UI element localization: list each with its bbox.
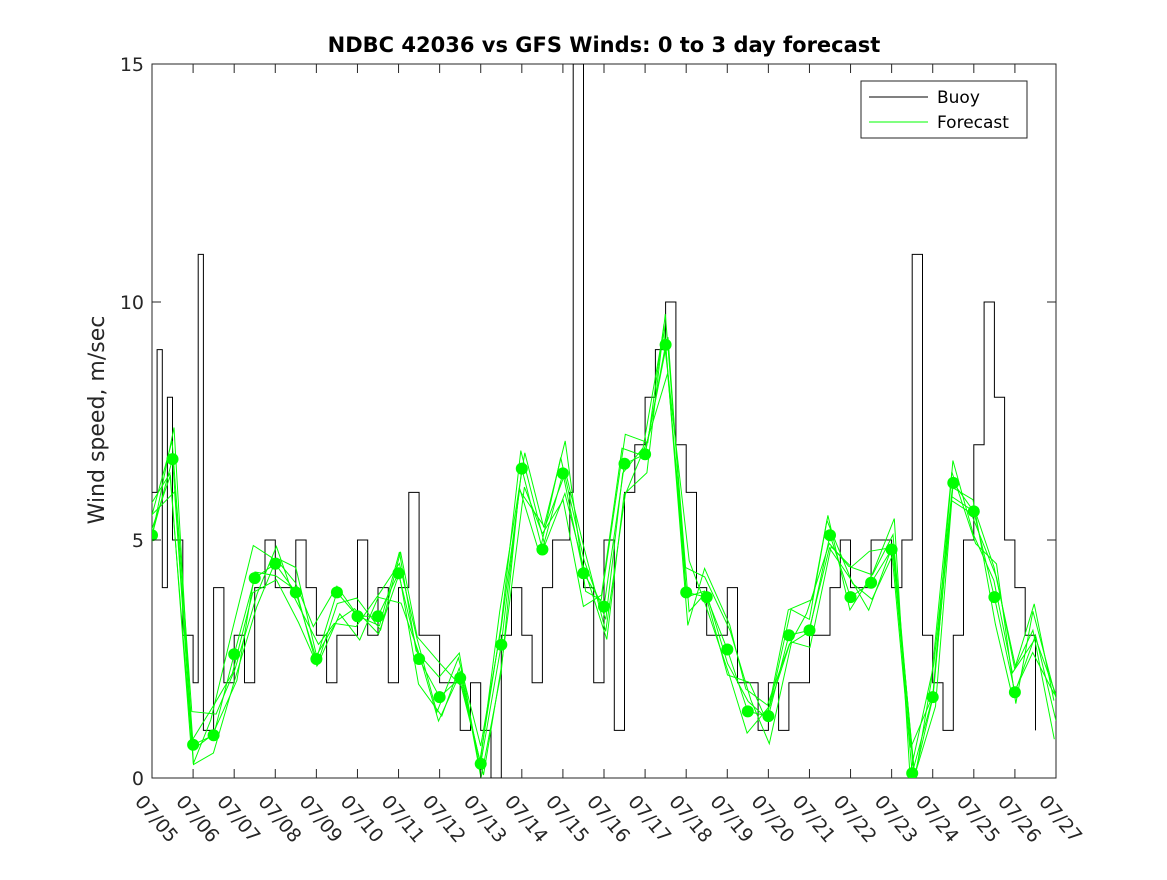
forecast-marker bbox=[762, 710, 775, 723]
legend-buoy-label: Buoy bbox=[937, 88, 980, 108]
forecast-marker bbox=[474, 757, 487, 770]
forecast-marker bbox=[639, 448, 652, 461]
forecast-marker bbox=[741, 705, 754, 718]
plot-area bbox=[151, 63, 1057, 779]
legend: Buoy Forecast bbox=[860, 80, 1028, 139]
series-group bbox=[152, 64, 1056, 778]
forecast-marker bbox=[577, 567, 590, 580]
forecast-marker bbox=[803, 624, 816, 637]
forecast-marker bbox=[926, 691, 939, 704]
forecast-marker bbox=[885, 543, 898, 556]
forecast-marker bbox=[433, 691, 446, 704]
forecast-marker bbox=[187, 738, 200, 751]
forecast-marker bbox=[659, 338, 672, 351]
y-tick-label: 10 bbox=[120, 292, 144, 314]
chart-title: NDBC 42036 vs GFS Winds: 0 to 3 day fore… bbox=[328, 33, 881, 57]
forecast-marker bbox=[536, 543, 549, 556]
forecast-marker bbox=[392, 567, 405, 580]
forecast-marker bbox=[269, 557, 282, 570]
y-tick-label: 0 bbox=[132, 768, 144, 790]
legend-box bbox=[860, 80, 1028, 139]
forecast-marker bbox=[721, 643, 734, 656]
forecast-marker bbox=[454, 672, 467, 684]
forecast-marker bbox=[782, 629, 795, 642]
forecast-marker bbox=[351, 610, 364, 623]
forecast-marker bbox=[556, 467, 569, 480]
forecast-line-variant bbox=[152, 373, 1055, 778]
forecast-line-variant bbox=[152, 332, 1055, 775]
forecast-marker bbox=[152, 529, 158, 542]
y-axis-label: Wind speed, m/sec bbox=[85, 316, 110, 525]
forecast-marker bbox=[330, 586, 343, 599]
forecast-marker bbox=[228, 648, 241, 661]
y-tick-label: 15 bbox=[120, 54, 144, 76]
forecast-marker bbox=[515, 462, 528, 475]
forecast-marker bbox=[166, 453, 179, 466]
y-tick-label: 5 bbox=[132, 530, 144, 552]
forecast-marker bbox=[988, 591, 1001, 604]
buoy-line bbox=[152, 64, 1036, 778]
forecast-marker bbox=[700, 591, 713, 604]
forecast-marker bbox=[906, 767, 919, 778]
forecast-line-variant bbox=[152, 314, 1055, 766]
forecast-marker bbox=[947, 476, 960, 489]
forecast-marker bbox=[413, 653, 426, 665]
forecast-marker bbox=[289, 586, 302, 599]
forecast-marker bbox=[865, 576, 878, 589]
forecast-marker bbox=[372, 610, 384, 623]
forecast-marker bbox=[495, 638, 508, 651]
forecast-marker bbox=[598, 600, 610, 613]
forecast-marker bbox=[680, 586, 693, 599]
forecast-marker bbox=[207, 729, 220, 742]
forecast-marker bbox=[310, 653, 323, 665]
legend-forecast-label: Forecast bbox=[937, 113, 1009, 133]
forecast-marker bbox=[824, 529, 836, 542]
forecast-marker bbox=[844, 591, 857, 604]
y-axis-ticks: 0 5 10 15 bbox=[120, 54, 1056, 790]
forecast-marker bbox=[248, 572, 261, 585]
forecast-marker bbox=[1008, 686, 1021, 699]
forecast-marker bbox=[618, 457, 631, 470]
forecast-marker bbox=[967, 505, 980, 518]
